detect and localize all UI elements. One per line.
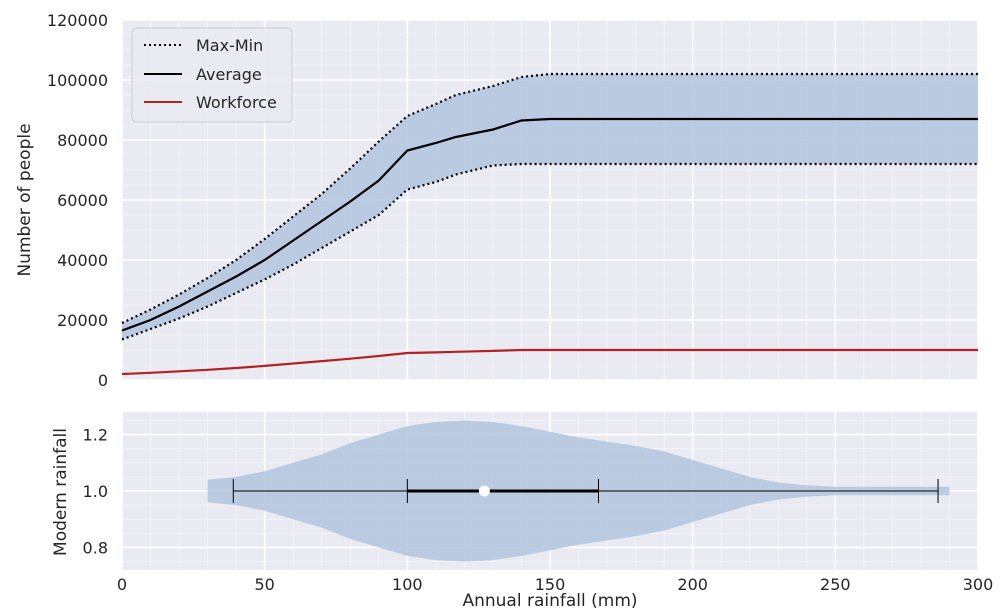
x-tick-label: 100 <box>392 575 423 594</box>
bottom-x-tick-labels: 0 50 100 150 200 250 300 <box>117 575 993 594</box>
bottom-y-tick-labels: 0.8 1.0 1.2 <box>83 426 108 558</box>
top-y-tick-label: 40000 <box>57 251 108 270</box>
max-line <box>121 72 978 324</box>
x-tick-label: 250 <box>820 575 851 594</box>
top-y-tick-label: 20000 <box>57 311 108 330</box>
x-tick-label: 300 <box>963 575 994 594</box>
top-panel: 0 20000 40000 60000 80000 100000 120000 Number… <box>15 11 979 390</box>
median-marker <box>478 485 490 497</box>
top-series-lines <box>121 72 978 376</box>
workforce-line <box>121 348 978 376</box>
top-y-tick-label: 60000 <box>57 191 108 210</box>
x-tick-label: 0 <box>117 575 127 594</box>
legend-label-average: Average <box>196 65 262 84</box>
bottom-y-tick-label: 0.8 <box>83 538 108 557</box>
average-line <box>121 117 978 332</box>
x-tick-label: 50 <box>254 575 274 594</box>
legend-label-max-min: Max-Min <box>196 36 263 55</box>
bottom-y-axis-label: Modern rainfall <box>51 428 71 556</box>
min-line <box>121 162 978 341</box>
top-y-tick-label: 120000 <box>47 11 108 30</box>
top-y-tick-label: 100000 <box>47 71 108 90</box>
x-tick-label: 200 <box>677 575 708 594</box>
bottom-y-tick-label: 1.0 <box>83 482 108 501</box>
max-min-band <box>122 74 978 340</box>
x-axis-label: Annual rainfall (mm) <box>462 591 637 611</box>
legend: Max-Min Average Workforce <box>131 27 293 123</box>
x-tick-label: 150 <box>535 575 566 594</box>
bottom-panel: 0.8 1.0 1.2 0 50 100 150 200 250 300 Modern rain… <box>51 412 993 611</box>
top-y-tick-label: 80000 <box>57 131 108 150</box>
bottom-y-tick-label: 1.2 <box>83 426 108 445</box>
top-y-axis-label: Number of people <box>15 123 35 276</box>
legend-label-workforce: Workforce <box>196 93 277 112</box>
top-y-tick-label: 0 <box>98 371 108 390</box>
legend-box <box>131 27 293 123</box>
box-plot <box>232 479 939 503</box>
top-y-tick-labels: 0 20000 40000 60000 80000 100000 120000 <box>47 11 108 390</box>
